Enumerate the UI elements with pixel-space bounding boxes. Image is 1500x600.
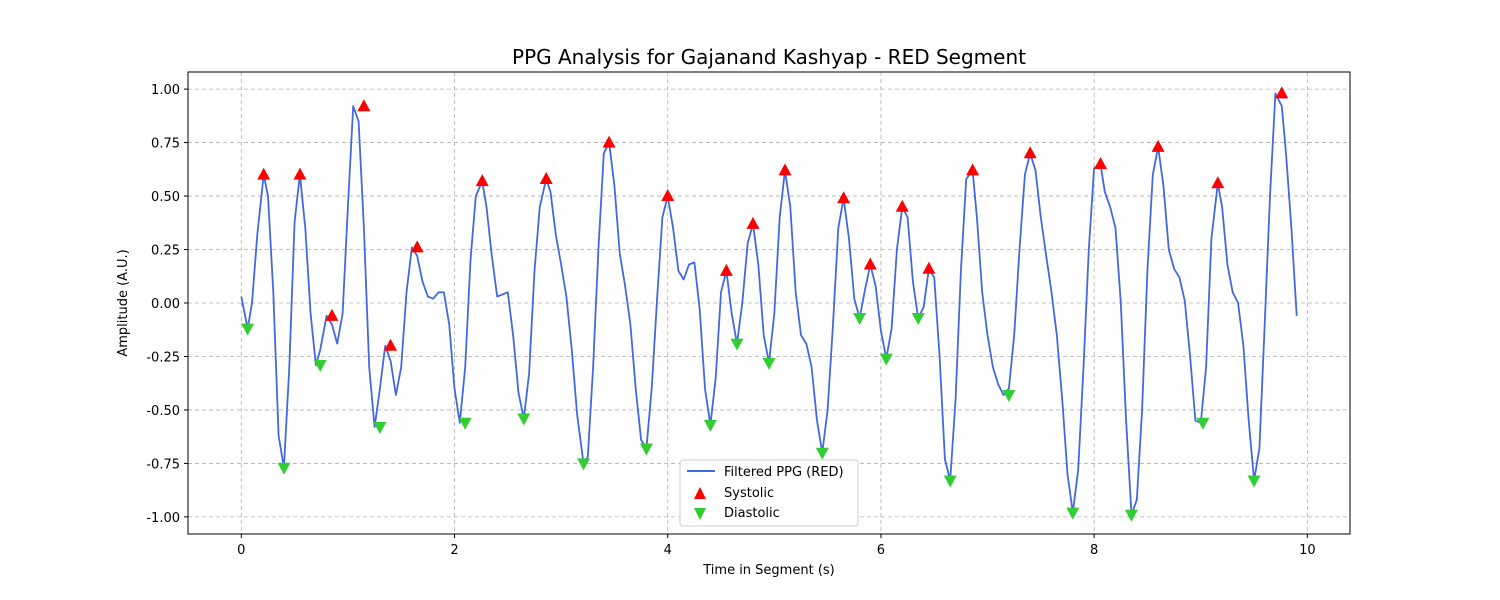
y-tick-label: 0.75: [151, 137, 180, 152]
systolic-marker: [384, 338, 398, 351]
diastolic-marker: [277, 462, 291, 475]
y-tick-label: 0.00: [151, 297, 180, 312]
diastolic-marker: [815, 447, 829, 460]
systolic-marker: [1211, 176, 1225, 189]
systolic-marker: [1151, 139, 1165, 152]
systolic-marker: [410, 240, 424, 253]
systolic-marker: [1094, 156, 1108, 169]
diastolic-marker: [911, 312, 925, 325]
diastolic-marker: [241, 323, 255, 336]
diastolic-marker: [943, 475, 957, 488]
diastolic-marker: [639, 443, 653, 456]
diastolic-marker: [458, 417, 472, 430]
legend-label-systolic: Systolic: [724, 486, 774, 501]
systolic-marker: [778, 163, 792, 176]
diastolic-marker: [373, 422, 387, 435]
x-tick-label: 6: [877, 543, 885, 558]
diastolic-marker: [1196, 417, 1210, 430]
diastolic-marker: [853, 312, 867, 325]
diastolic-marker: [577, 458, 591, 471]
systolic-marker: [746, 216, 760, 229]
legend-diastolic-marker: [694, 508, 706, 520]
x-tick-label: 0: [237, 543, 245, 558]
diastolic-marker: [1247, 475, 1261, 488]
chart-title: PPG Analysis for Gajanand Kashyap - RED …: [512, 45, 1026, 69]
systolic-marker: [863, 257, 877, 270]
ppg-line: [240, 92, 1298, 516]
legend-systolic-marker: [694, 487, 706, 499]
systolic-marker: [1275, 86, 1289, 99]
systolic-marker: [966, 163, 980, 176]
diastolic-marker: [762, 357, 776, 370]
y-axis-label: Amplitude (A.U.): [116, 249, 131, 356]
systolic-marker: [719, 263, 733, 276]
systolic-marker: [475, 174, 489, 187]
diastolic-marker: [879, 353, 893, 366]
systolic-marker: [539, 171, 553, 184]
systolic-marker: [257, 167, 271, 180]
diastolic-marker: [517, 413, 531, 426]
y-tick-label: 0.50: [151, 190, 180, 205]
diastolic-marker: [1002, 389, 1016, 402]
diastolic-marker: [1124, 509, 1138, 522]
y-tick-label: 0.25: [151, 244, 180, 259]
systolic-marker: [1023, 146, 1037, 159]
systolic-marker: [602, 135, 616, 148]
systolic-marker: [922, 261, 936, 274]
x-axis-label: Time in Segment (s): [702, 563, 834, 578]
y-tick-label: -0.75: [146, 457, 180, 472]
x-axis: 0 2 4 6 8 10: [237, 534, 1316, 558]
systolic-marker: [837, 191, 851, 204]
systolic-marker: [895, 199, 909, 212]
plot-area: [240, 86, 1298, 522]
systolic-marker: [293, 167, 307, 180]
systolic-marker: [325, 308, 339, 321]
x-tick-label: 10: [1299, 543, 1316, 558]
systolic-marker: [661, 189, 675, 202]
y-tick-label: -1.00: [146, 511, 180, 526]
legend-label-diastolic: Diastolic: [724, 506, 780, 521]
y-axis: -1.00 -0.75 -0.50 -0.25 0.00 0.25 0.50 0.75 1.00: [146, 83, 188, 526]
diastolic-marker: [730, 338, 744, 351]
x-tick-label: 2: [450, 543, 458, 558]
legend: Filtered PPG (RED) Systolic Diastolic: [679, 459, 859, 527]
diastolic-marker: [313, 360, 327, 373]
legend-box: [679, 459, 859, 527]
y-tick-label: -0.50: [146, 404, 180, 419]
x-tick-label: 4: [664, 543, 672, 558]
systolic-marker: [357, 99, 371, 112]
diastolic-marker: [1066, 507, 1080, 520]
diastolic-marker: [703, 419, 717, 432]
y-tick-label: 1.00: [151, 83, 180, 98]
x-tick-label: 8: [1090, 543, 1098, 558]
legend-label-line: Filtered PPG (RED): [724, 465, 844, 480]
y-tick-label: -0.25: [146, 350, 180, 365]
